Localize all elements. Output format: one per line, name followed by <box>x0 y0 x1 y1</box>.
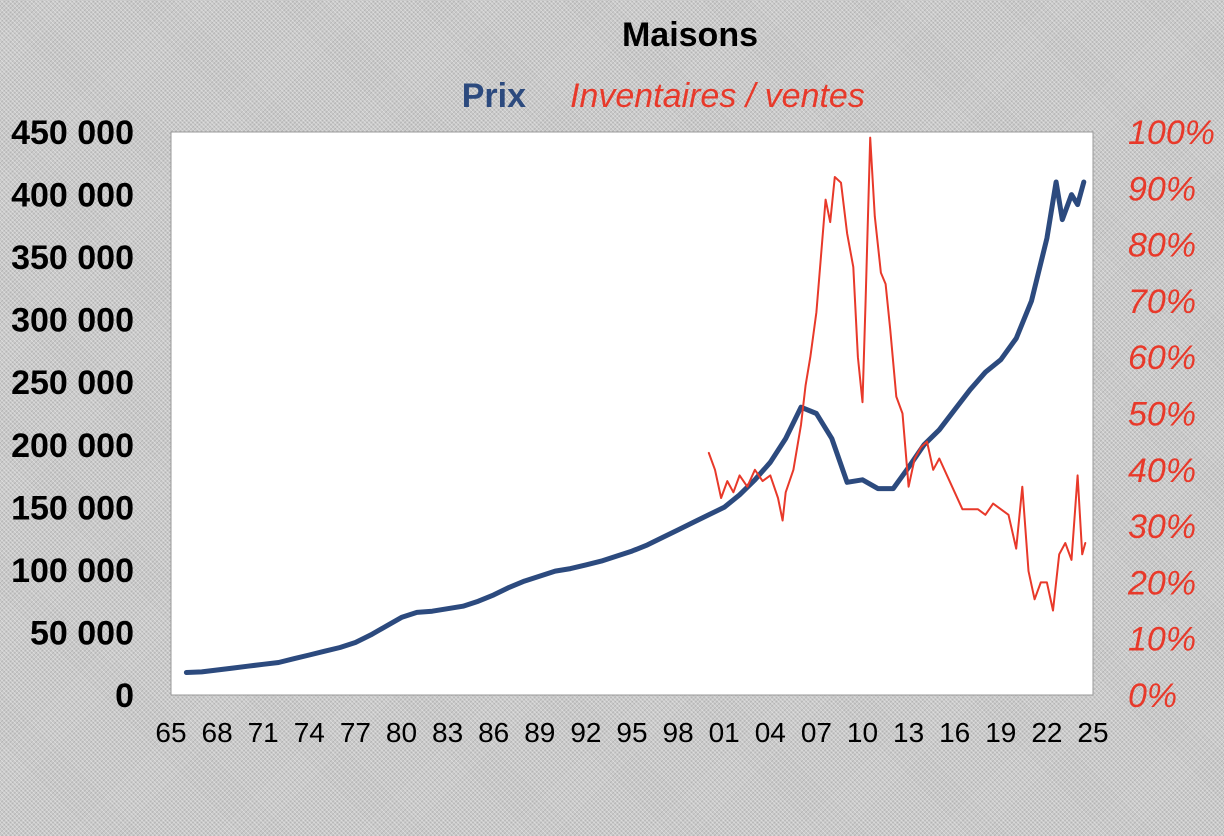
y-left-tick-label: 250 000 <box>11 364 134 402</box>
x-tick-label: 71 <box>248 717 279 748</box>
x-tick-label: 19 <box>985 717 1016 748</box>
x-tick-label: 83 <box>432 717 463 748</box>
y-left-tick-label: 50 000 <box>30 614 134 652</box>
x-tick-label: 65 <box>155 717 186 748</box>
y-left-tick-label: 400 000 <box>11 177 134 215</box>
y-right-tick-label: 10% <box>1128 621 1196 659</box>
y-right-tick-label: 70% <box>1128 283 1196 321</box>
y-right-tick-label: 60% <box>1128 339 1196 377</box>
x-tick-label: 04 <box>755 717 786 748</box>
x-tick-label: 92 <box>570 717 601 748</box>
x-tick-label: 68 <box>202 717 233 748</box>
x-tick-label: 77 <box>340 717 371 748</box>
plot-area <box>170 131 1094 696</box>
y-right-tick-label: 40% <box>1128 452 1196 490</box>
y-left-tick-label: 450 000 <box>11 114 134 152</box>
y-left-tick-label: 200 000 <box>11 427 134 465</box>
y-right-tick-label: 80% <box>1128 227 1196 265</box>
y-left-tick-label: 350 000 <box>11 239 134 277</box>
x-tick-label: 86 <box>478 717 509 748</box>
y-right-tick-label: 30% <box>1128 508 1196 546</box>
series-inventaires-ventes-line <box>707 136 1087 612</box>
x-tick-label: 13 <box>893 717 924 748</box>
x-tick-label: 89 <box>524 717 555 748</box>
legend-inventaires-ventes: Inventaires / ventes <box>570 77 865 115</box>
y-left-tick-label: 150 000 <box>11 489 134 527</box>
x-tick-label: 22 <box>1031 717 1062 748</box>
y-left-tick-label: 100 000 <box>11 552 134 590</box>
legend-prix: Prix <box>462 77 526 115</box>
y-right-tick-label: 90% <box>1128 170 1196 208</box>
x-tick-label: 07 <box>801 717 832 748</box>
x-tick-label: 25 <box>1077 717 1108 748</box>
y-right-tick-label: 50% <box>1128 396 1196 434</box>
x-tick-label: 95 <box>616 717 647 748</box>
series-prix-line <box>183 179 1087 675</box>
x-tick-label: 74 <box>294 717 325 748</box>
x-tick-label: 01 <box>709 717 740 748</box>
y-left-tick-label: 300 000 <box>11 302 134 340</box>
y-left-tick-label: 0 <box>115 677 134 715</box>
y-right-tick-label: 0% <box>1128 677 1177 715</box>
chart-title: Maisons <box>622 16 758 54</box>
x-tick-label: 80 <box>386 717 417 748</box>
x-tick-label: 16 <box>939 717 970 748</box>
y-right-tick-label: 100% <box>1128 114 1215 152</box>
x-tick-label: 98 <box>663 717 694 748</box>
y-right-tick-label: 20% <box>1127 564 1196 602</box>
x-tick-label: 10 <box>847 717 878 748</box>
